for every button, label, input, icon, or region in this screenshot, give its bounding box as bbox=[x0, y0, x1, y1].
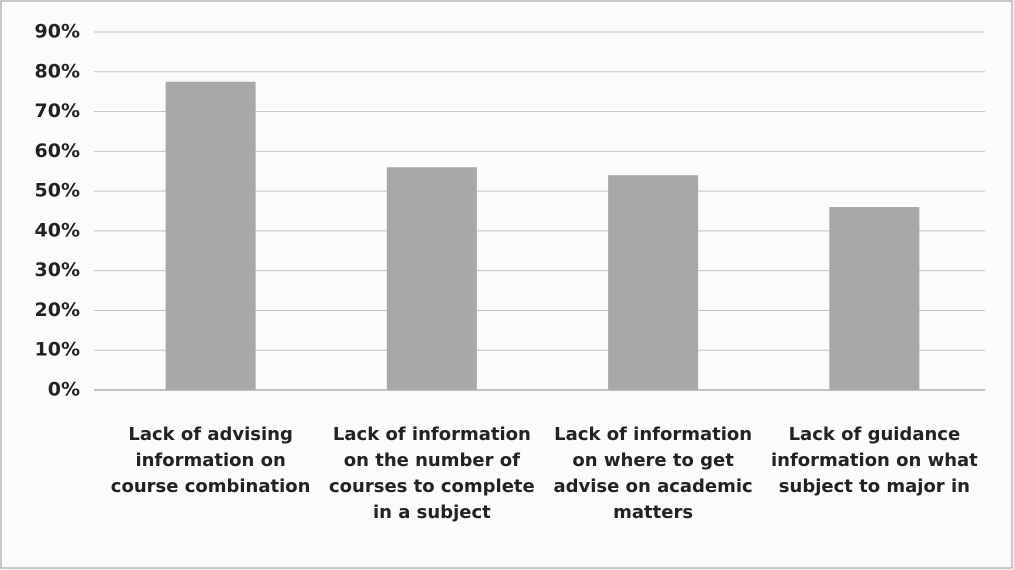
y-tick-label: 30% bbox=[35, 259, 80, 281]
y-tick-label: 70% bbox=[35, 100, 80, 122]
x-tick-label: Lack of advising information on course c… bbox=[110, 424, 311, 497]
bar bbox=[165, 81, 256, 390]
x-tick-label: Lack of information on where to get advi… bbox=[553, 424, 753, 523]
y-tick-label: 40% bbox=[35, 219, 80, 241]
y-tick-label: 0% bbox=[48, 379, 80, 401]
x-tick-label: Lack of information on the number of cou… bbox=[329, 424, 535, 523]
bar bbox=[608, 175, 699, 390]
y-tick-label: 90% bbox=[35, 21, 80, 43]
y-tick-label: 60% bbox=[35, 140, 80, 162]
bar bbox=[829, 207, 920, 390]
y-tick-label: 50% bbox=[35, 180, 80, 202]
y-tick-label: 20% bbox=[35, 299, 80, 321]
bar bbox=[386, 167, 477, 390]
x-tick-label: Lack of guidance information on what sub… bbox=[770, 424, 978, 497]
y-tick-label: 80% bbox=[35, 60, 80, 82]
y-tick-label: 10% bbox=[35, 339, 80, 361]
